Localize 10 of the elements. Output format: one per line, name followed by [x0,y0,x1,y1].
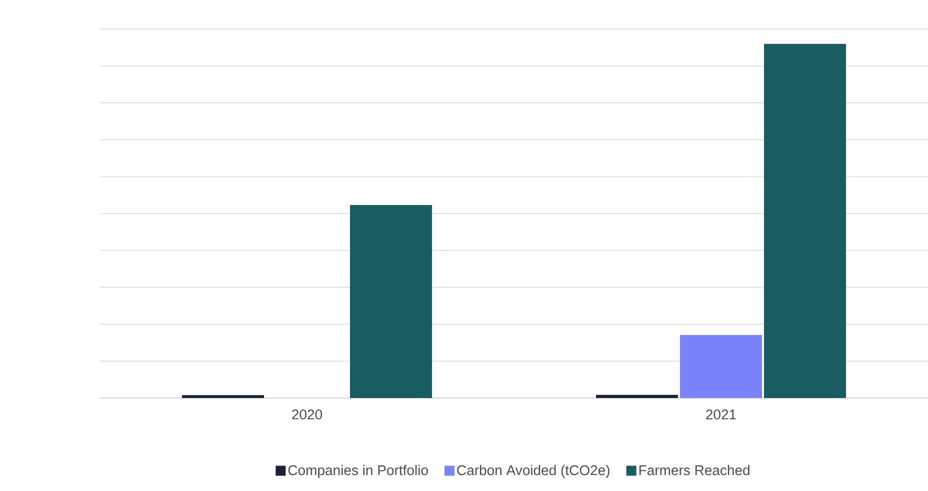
bar [350,205,432,398]
bar [764,44,846,398]
x-tick-label: 2021 [706,410,736,420]
legend-label: Farmers Reached [639,464,750,476]
legend-label: Companies in Portfolio [288,464,428,478]
legend-label: Carbon Avoided (tCO2e) [457,464,610,478]
bar [182,395,264,398]
bar [680,334,762,398]
x-tick-label: 2020 [292,410,322,420]
bar [596,394,678,398]
